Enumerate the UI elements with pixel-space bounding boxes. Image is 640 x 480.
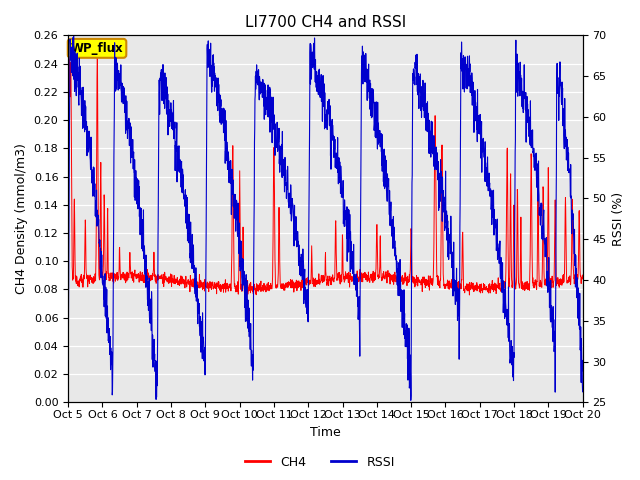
Title: LI7700 CH4 and RSSI: LI7700 CH4 and RSSI <box>244 15 406 30</box>
X-axis label: Time: Time <box>310 426 340 439</box>
Text: WP_flux: WP_flux <box>71 42 124 55</box>
Y-axis label: CH4 Density (mmol/m3): CH4 Density (mmol/m3) <box>15 144 28 294</box>
Legend: CH4, RSSI: CH4, RSSI <box>240 451 400 474</box>
Y-axis label: RSSI (%): RSSI (%) <box>612 192 625 246</box>
